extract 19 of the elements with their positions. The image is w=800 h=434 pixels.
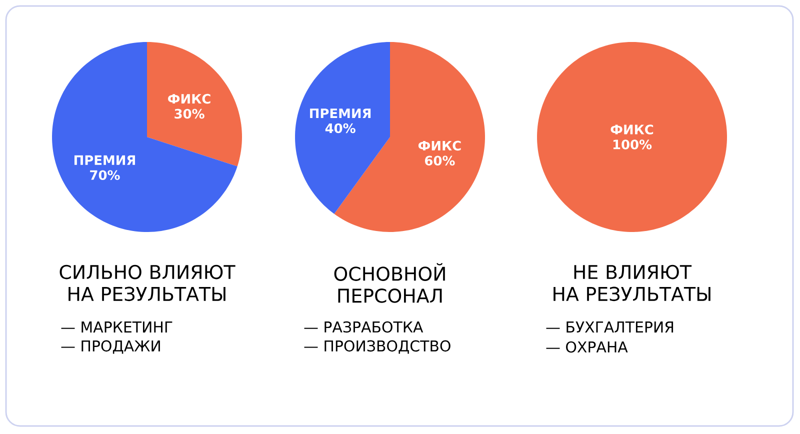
text: — ПРОДАЖИ [61,340,160,354]
data-label: 70% [90,170,120,180]
slice-label: ФИКС [610,124,654,134]
text: — РАЗРАБОТКА [304,321,424,333]
text: — БУХГАЛТЕРИЯ [546,322,674,332]
slice-label: ПРЕМИЯ [310,108,371,118]
text: ОСНОВНОЙ ПЕРСОНАЛ [334,263,445,303]
slice-label: ФИКС [418,140,461,151]
text: — МАРКЕТИНГ [61,322,172,332]
slice-label: ПРЕМИЯ [74,155,135,165]
text: СИЛЬНО ВЛИЯЮТ НА РЕЗУЛЬТАТЫ [60,264,236,302]
slice-label: ФИКС [168,94,210,104]
data-label: 60% [425,156,455,166]
data-label: 30% [174,108,204,119]
text: — ПРОИЗВОДСТВО [304,340,450,354]
text: НЕ ВЛИЯЮТ НА РЕЗУЛЬТАТЫ [554,264,710,302]
data-label: 100% [613,140,652,150]
text: — ОХРАНА [546,341,628,353]
data-label: 40% [325,123,356,134]
